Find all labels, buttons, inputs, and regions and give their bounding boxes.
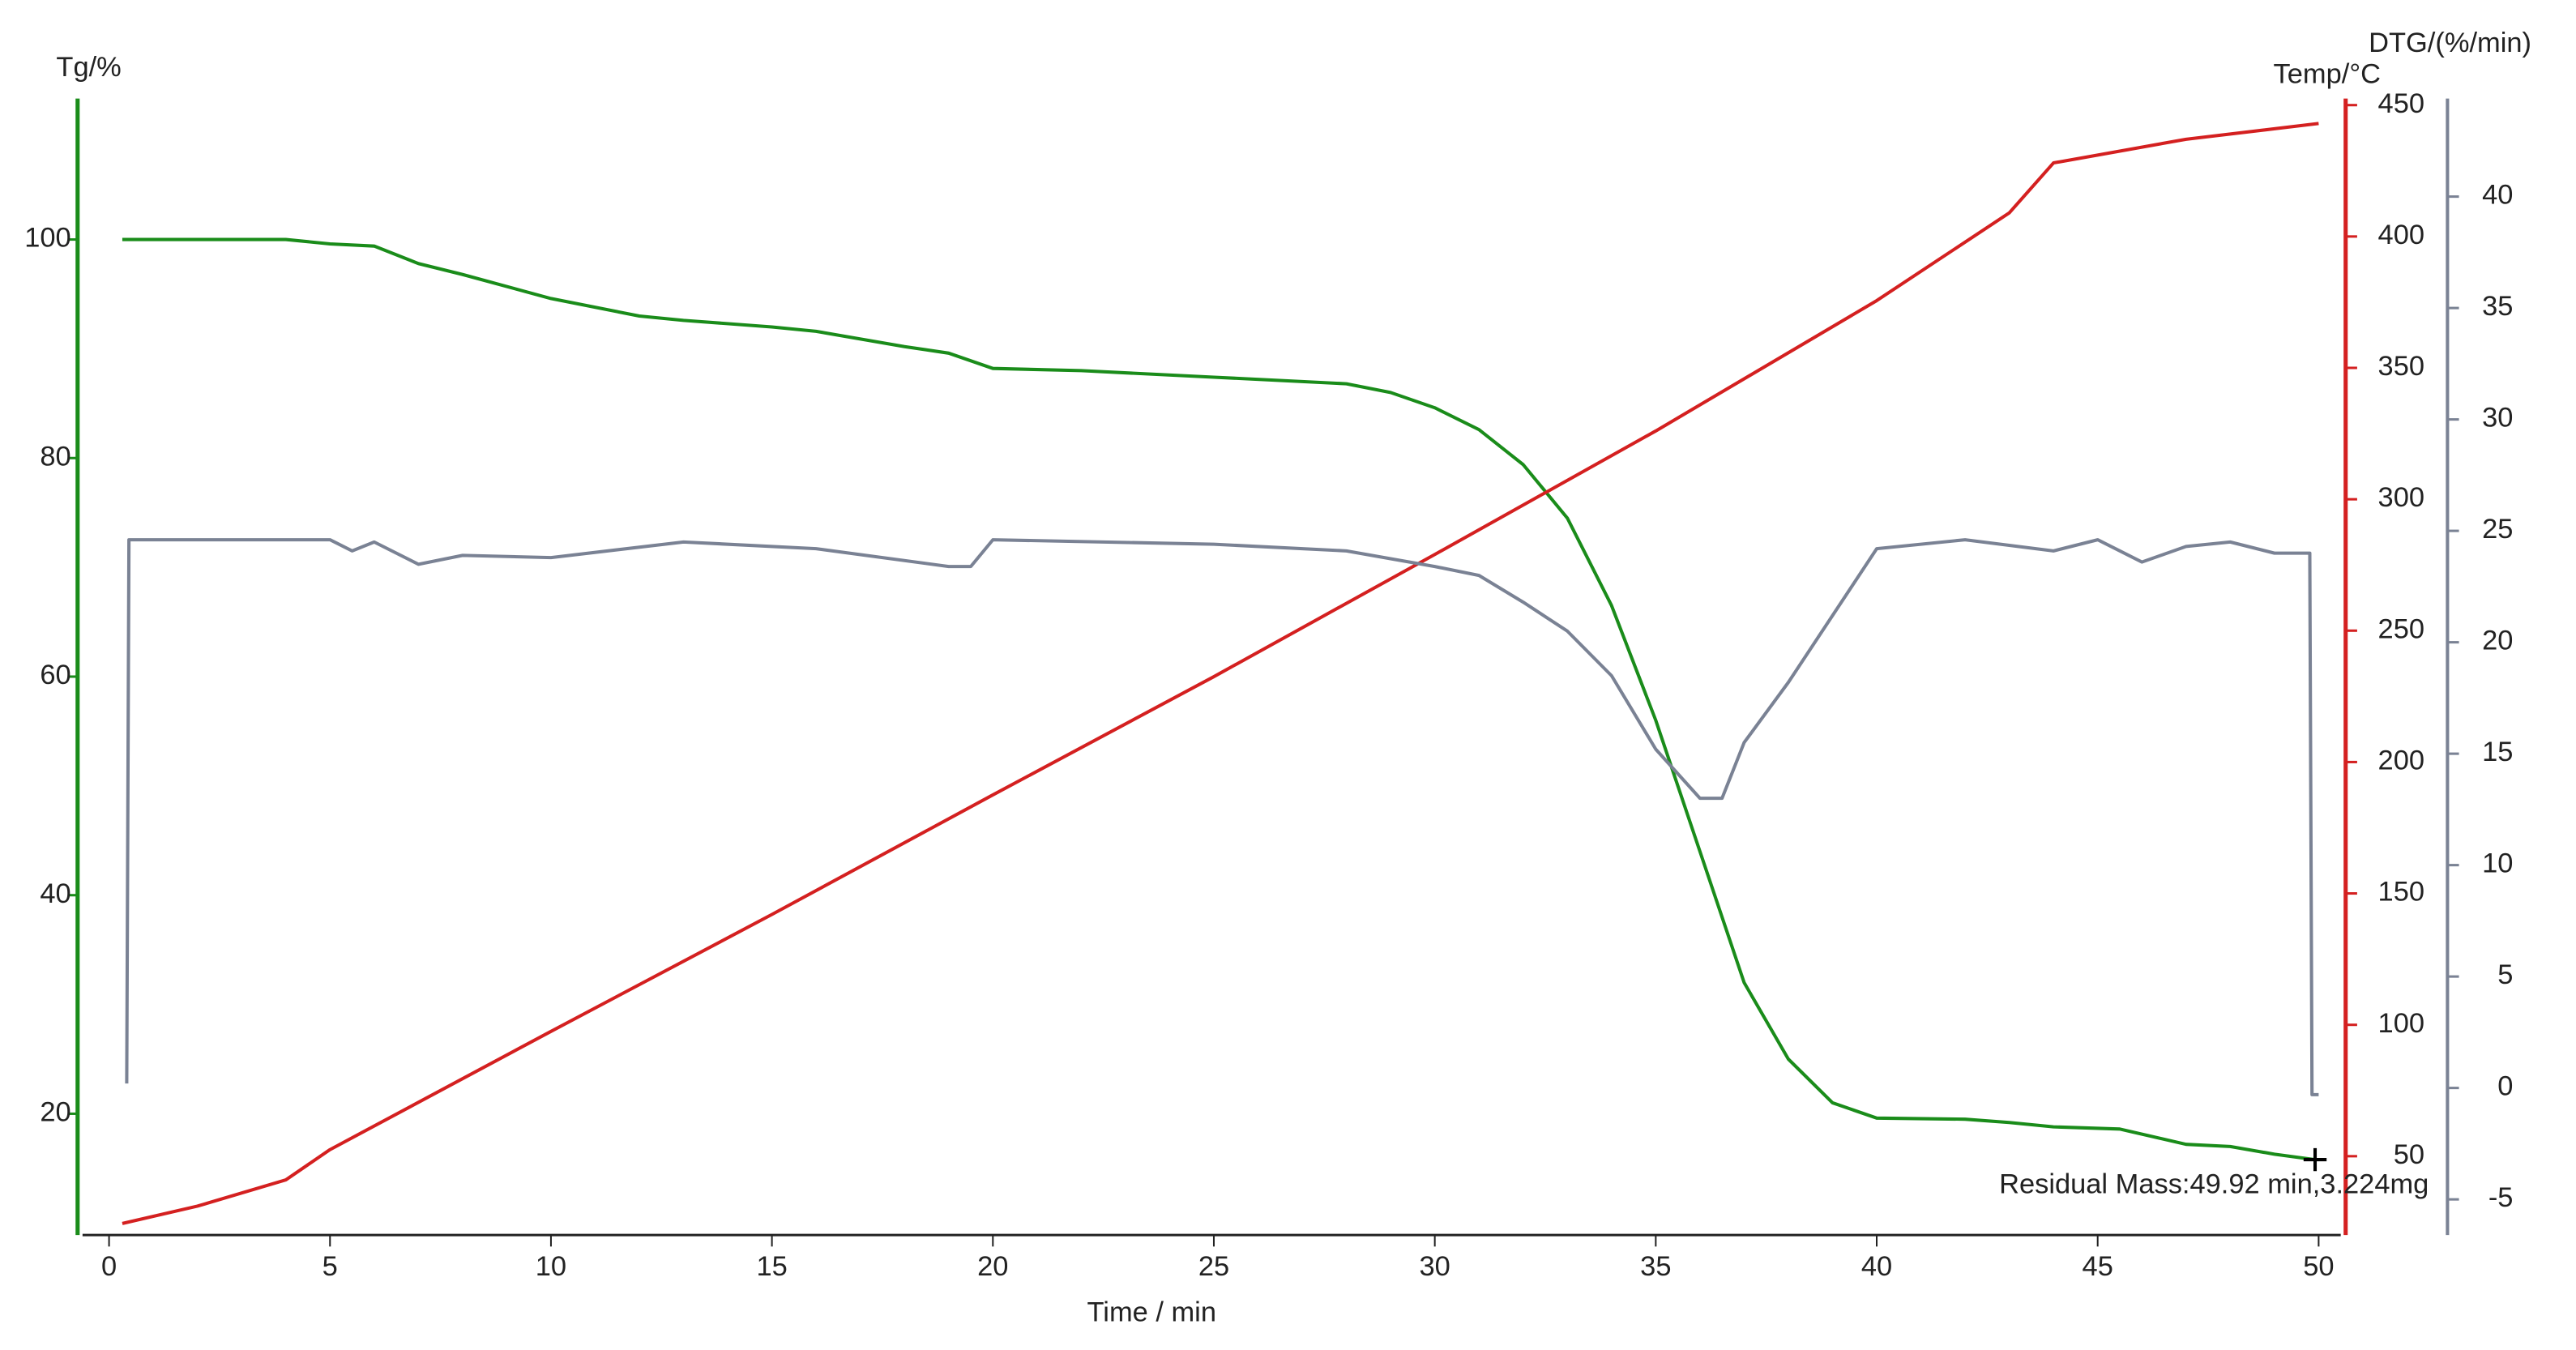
x-tick-label: 50 bbox=[2303, 1251, 2334, 1282]
y2-tick-label: 250 bbox=[2378, 613, 2424, 644]
y3-axis-title: DTG/(%/min) bbox=[2369, 28, 2531, 58]
y2-tick-label: 300 bbox=[2378, 482, 2424, 513]
x-tick-label: 25 bbox=[1198, 1251, 1229, 1282]
y3-tick-label: 40 bbox=[2482, 180, 2513, 211]
y2-tick-label: 350 bbox=[2378, 351, 2424, 382]
y2-tick-label: 100 bbox=[2378, 1008, 2424, 1039]
y-tick-label: 80 bbox=[40, 441, 70, 472]
y3-tick-label: 10 bbox=[2482, 848, 2513, 879]
x-axis-title: Time / min bbox=[1087, 1297, 1216, 1328]
y3-tick-label: 25 bbox=[2482, 514, 2513, 545]
x-tick-label: 0 bbox=[101, 1251, 117, 1282]
y3-tick-label: 20 bbox=[2482, 626, 2513, 656]
x-tick-label: 10 bbox=[536, 1251, 566, 1282]
y3-tick-label: 0 bbox=[2497, 1071, 2513, 1102]
y2-tick-label: 50 bbox=[2394, 1139, 2424, 1170]
y2-tick-label: 450 bbox=[2378, 88, 2424, 119]
x-tick-label: 30 bbox=[1420, 1251, 1450, 1282]
y-tick-label: 40 bbox=[40, 878, 70, 909]
y3-tick-label: 5 bbox=[2497, 959, 2513, 990]
x-tick-label: 40 bbox=[1861, 1251, 1892, 1282]
x-tick-label: 15 bbox=[756, 1251, 787, 1282]
series-line bbox=[122, 122, 2319, 1225]
y3-tick-label: 15 bbox=[2482, 737, 2513, 767]
annotation: Residual Mass:49.92 min,3.224mg bbox=[1999, 1168, 2429, 1199]
y-tick-label: 60 bbox=[40, 660, 70, 690]
series-line bbox=[122, 237, 2316, 1162]
y-axis-title: Tg/% bbox=[56, 52, 121, 83]
series-line bbox=[125, 538, 2319, 1096]
y3-tick-label: 35 bbox=[2482, 291, 2513, 322]
x-tick-label: 45 bbox=[2083, 1251, 2113, 1282]
y2-tick-label: 400 bbox=[2378, 220, 2424, 250]
x-tick-label: 20 bbox=[977, 1251, 1008, 1282]
x-tick-label: 35 bbox=[1640, 1251, 1671, 1282]
y2-tick-label: 200 bbox=[2378, 745, 2424, 776]
y-tick-label: 100 bbox=[24, 223, 70, 254]
y3-tick-label: -5 bbox=[2488, 1182, 2514, 1213]
y2-tick-label: 150 bbox=[2378, 877, 2424, 908]
cursor bbox=[2303, 1147, 2327, 1172]
y2-axis-title: Temp/°C bbox=[2274, 58, 2381, 89]
x-tick-label: 5 bbox=[323, 1251, 338, 1282]
y-tick-label: 20 bbox=[40, 1097, 70, 1128]
y3-tick-label: 30 bbox=[2482, 403, 2513, 434]
